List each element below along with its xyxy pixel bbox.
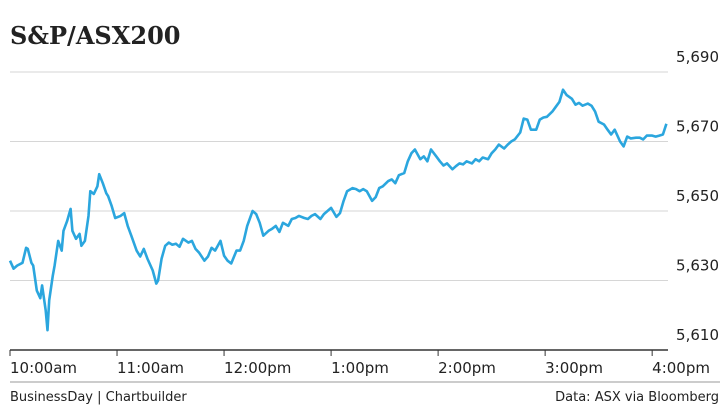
x-tick-label: 12:00pm	[224, 359, 291, 377]
x-tick-label: 10:00am	[10, 359, 77, 377]
y-tick-label: 5,690	[676, 48, 719, 66]
source: Data: ASX via Bloomberg	[555, 390, 719, 405]
x-tick-label: 3:00pm	[545, 359, 603, 377]
chart-title: S&P/ASX200	[10, 21, 180, 50]
x-tick-label: 11:00am	[117, 359, 184, 377]
y-tick-label: 5,670	[676, 118, 719, 136]
y-tick-label: 5,650	[676, 187, 719, 205]
x-tick-label: 1:00pm	[331, 359, 389, 377]
x-tick-label: 2:00pm	[438, 359, 496, 377]
x-tick-label: 4:00pm	[652, 359, 710, 377]
y-tick-label: 5,610	[676, 326, 719, 344]
credit: BusinessDay | Chartbuilder	[10, 390, 187, 405]
y-tick-label: 5,630	[676, 257, 719, 275]
price-line	[8, 88, 668, 332]
